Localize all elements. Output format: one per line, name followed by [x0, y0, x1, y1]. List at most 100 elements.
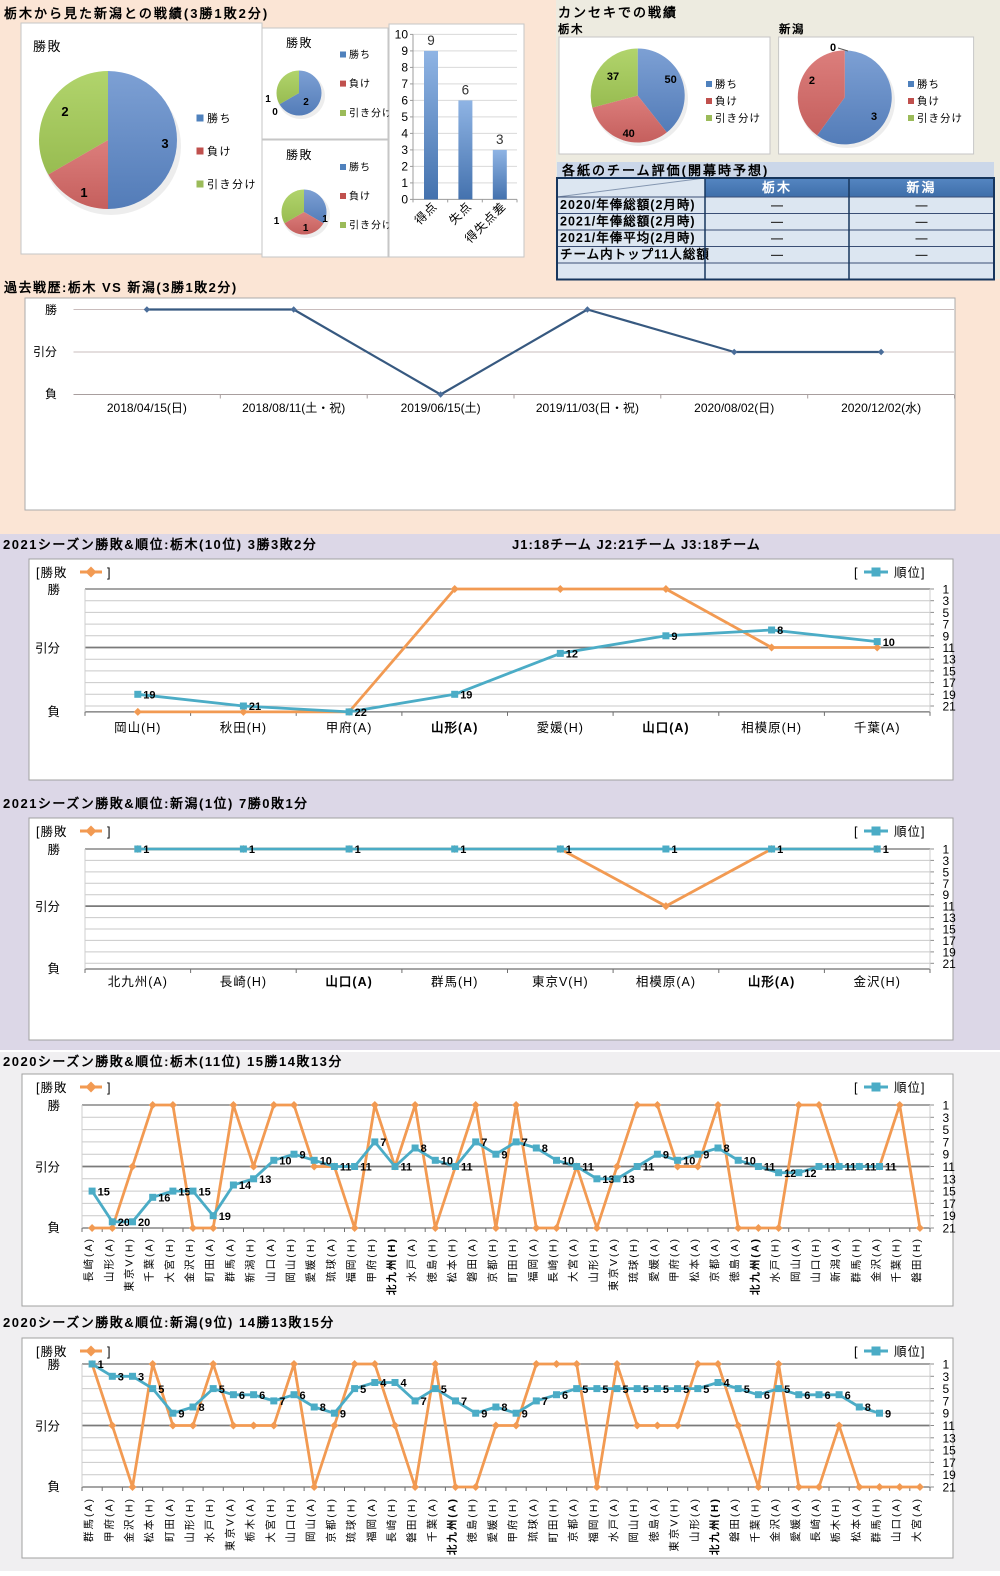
svg-text:50: 50 — [664, 74, 676, 86]
svg-text:6: 6 — [562, 1390, 568, 1402]
svg-text:3: 3 — [943, 1111, 950, 1125]
svg-text:22: 22 — [355, 707, 367, 719]
svg-text:3: 3 — [943, 594, 950, 608]
svg-text:松本(A): 松本(A) — [849, 1497, 862, 1542]
svg-text:勝ち: 勝ち — [349, 161, 371, 174]
svg-text:5: 5 — [943, 606, 950, 620]
svg-text:長崎(A): 長崎(A) — [82, 1237, 95, 1282]
svg-text:10: 10 — [441, 1156, 453, 1168]
svg-text:愛媛(H): 愛媛(H) — [486, 1497, 499, 1543]
svg-text:過去戦歴:栃木 VS 新潟(3勝1敗2分): 過去戦歴:栃木 VS 新潟(3勝1敗2分) — [3, 280, 238, 295]
svg-text:町田(A): 町田(A) — [164, 1497, 176, 1542]
svg-text:2018/08/11(土・祝): 2018/08/11(土・祝) — [242, 401, 345, 415]
svg-text:引分: 引分 — [35, 1161, 60, 1175]
svg-text:相模原(H): 相模原(H) — [741, 721, 802, 735]
svg-text:栃木(H): 栃木(H) — [829, 1497, 842, 1543]
svg-text:2018/04/15(日): 2018/04/15(日) — [107, 401, 187, 415]
svg-text:[勝敗: [勝敗 — [36, 824, 67, 839]
svg-text:順位]: 順位] — [894, 1344, 925, 1359]
svg-text:[: [ — [854, 1081, 858, 1095]
svg-text:引き分け: 引き分け — [917, 112, 963, 125]
svg-text:11: 11 — [943, 641, 956, 655]
svg-text:9: 9 — [522, 1408, 528, 1420]
svg-text:勝: 勝 — [47, 1357, 60, 1372]
svg-text:負け: 負け — [917, 96, 940, 108]
svg-text:15: 15 — [943, 1185, 957, 1199]
svg-text:2: 2 — [809, 75, 815, 87]
svg-text:1: 1 — [274, 216, 280, 227]
svg-text:9: 9 — [943, 629, 950, 643]
svg-text:19: 19 — [943, 1468, 957, 1482]
svg-text:引き分け: 引き分け — [207, 177, 257, 191]
svg-text:引分: 引分 — [35, 900, 60, 914]
svg-text:5: 5 — [158, 1384, 164, 1396]
svg-text:7: 7 — [380, 1137, 386, 1149]
svg-text:1: 1 — [303, 223, 309, 234]
svg-text:京都(H): 京都(H) — [486, 1237, 499, 1283]
svg-text:千葉(H): 千葉(H) — [748, 1497, 761, 1543]
svg-text:磐田(H): 磐田(H) — [910, 1237, 923, 1283]
svg-text:愛媛(H): 愛媛(H) — [537, 721, 584, 735]
svg-text:勝ち: 勝ち — [349, 48, 371, 61]
svg-text:6: 6 — [239, 1390, 245, 1402]
svg-text:岡山(H): 岡山(H) — [114, 721, 161, 735]
svg-text:0: 0 — [272, 107, 278, 118]
svg-text:3: 3 — [118, 1372, 124, 1384]
svg-text:1: 1 — [943, 583, 950, 597]
svg-text:11: 11 — [643, 1162, 655, 1174]
svg-text:群馬(H): 群馬(H) — [431, 975, 478, 989]
svg-text:5: 5 — [643, 1384, 649, 1396]
svg-text:負: 負 — [47, 962, 60, 976]
svg-text:3: 3 — [871, 111, 877, 123]
svg-text:9: 9 — [481, 1408, 487, 1420]
svg-text:8: 8 — [865, 1402, 871, 1414]
svg-text:6: 6 — [764, 1390, 770, 1402]
svg-text:負: 負 — [45, 387, 57, 401]
svg-text:15: 15 — [98, 1186, 110, 1198]
svg-text:11: 11 — [401, 1162, 413, 1174]
svg-text:甲府(H): 甲府(H) — [506, 1497, 519, 1543]
svg-text:琉球(A): 琉球(A) — [324, 1237, 337, 1282]
svg-text:9: 9 — [943, 1148, 950, 1162]
svg-text:6: 6 — [804, 1390, 810, 1402]
svg-text:2020/12/02(水): 2020/12/02(水) — [841, 401, 921, 415]
svg-text:—: — — [771, 215, 783, 229]
svg-text:山口(H): 山口(H) — [810, 1237, 822, 1283]
svg-text:5: 5 — [943, 1382, 950, 1396]
svg-text:カンセキでの戦績: カンセキでの戦績 — [558, 5, 678, 20]
svg-text:新潟(A): 新潟(A) — [829, 1237, 842, 1282]
svg-text:8: 8 — [401, 60, 408, 74]
svg-text:引き分け: 引き分け — [715, 112, 761, 125]
svg-text:2020シーズン勝敗&順位:新潟(9位) 14勝13敗15分: 2020シーズン勝敗&順位:新潟(9位) 14勝13敗15分 — [3, 1315, 335, 1330]
svg-text:6: 6 — [825, 1390, 831, 1402]
svg-text:5: 5 — [663, 1384, 669, 1396]
svg-text:甲府(H): 甲府(H) — [365, 1237, 378, 1283]
svg-text:8: 8 — [542, 1143, 548, 1155]
svg-text:]: ] — [107, 1081, 110, 1095]
svg-text:5: 5 — [602, 1384, 608, 1396]
svg-text:北九州(A): 北九州(A) — [748, 1237, 761, 1295]
svg-text:群馬(H): 群馬(H) — [870, 1497, 883, 1543]
svg-text:群馬(A): 群馬(A) — [82, 1497, 95, 1542]
svg-text:山口(A): 山口(A) — [891, 1497, 903, 1542]
svg-text:北九州(A): 北九州(A) — [108, 975, 168, 989]
svg-text:4: 4 — [380, 1378, 387, 1390]
svg-text:13: 13 — [943, 653, 957, 667]
svg-text:1: 1 — [671, 844, 677, 856]
svg-text:17: 17 — [943, 1456, 957, 1470]
svg-text:]: ] — [107, 566, 110, 580]
svg-text:9: 9 — [401, 44, 408, 58]
svg-text:金沢(A): 金沢(A) — [870, 1237, 883, 1282]
svg-text:19: 19 — [460, 690, 472, 702]
svg-text:10: 10 — [683, 1156, 695, 1168]
svg-text:北九州(H): 北九州(H) — [385, 1237, 398, 1295]
svg-text:京都(H): 京都(H) — [324, 1497, 337, 1543]
svg-text:山口(A): 山口(A) — [265, 1237, 277, 1282]
svg-text:琉球(H): 琉球(H) — [345, 1497, 358, 1543]
svg-text:1: 1 — [943, 1099, 950, 1113]
svg-text:各紙のチーム評価(開幕時予想): 各紙のチーム評価(開幕時予想) — [561, 163, 769, 178]
svg-text:1: 1 — [943, 1358, 950, 1372]
svg-text:勝ち: 勝ち — [917, 78, 940, 91]
svg-text:金沢(A): 金沢(A) — [769, 1497, 782, 1542]
svg-text:5: 5 — [744, 1384, 750, 1396]
